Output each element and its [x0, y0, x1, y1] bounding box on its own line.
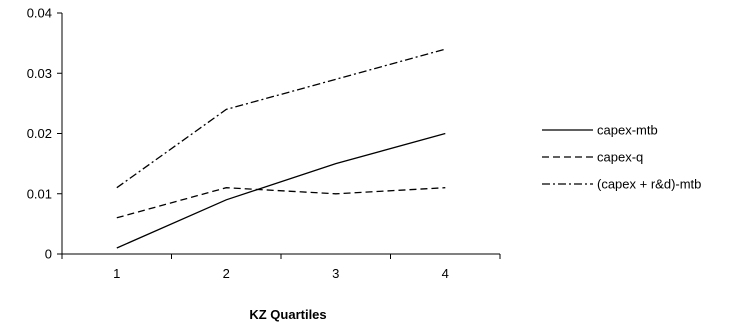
axes: 0 0.01 0.02 0.03 0.04 1 2 3 4: [27, 6, 501, 281]
y-tick-label: 0: [45, 247, 52, 262]
series-line-(capex + r&d)-mtb: [116, 48, 446, 189]
y-tick-label: 0.03: [27, 66, 52, 81]
x-tick-label: 1: [113, 266, 120, 281]
legend-label: (capex + r&d)-mtb: [597, 177, 701, 192]
x-tick-label: 4: [442, 266, 449, 281]
series-lines: [116, 48, 446, 249]
legend-label: capex-q: [597, 150, 643, 165]
legend: capex-mtb capex-q (capex + r&d)-mtb: [542, 123, 701, 192]
series-line-capex-mtb: [116, 132, 446, 249]
legend-label: capex-mtb: [597, 123, 658, 138]
series-line-capex-q: [116, 187, 446, 219]
x-tick-label: 3: [332, 266, 339, 281]
x-axis-title: KZ Quartiles: [249, 307, 326, 322]
y-tick-label: 0.04: [27, 6, 52, 21]
x-tick-label: 2: [223, 266, 230, 281]
y-tick-label: 0.02: [27, 126, 52, 141]
y-tick-label: 0.01: [27, 186, 52, 201]
